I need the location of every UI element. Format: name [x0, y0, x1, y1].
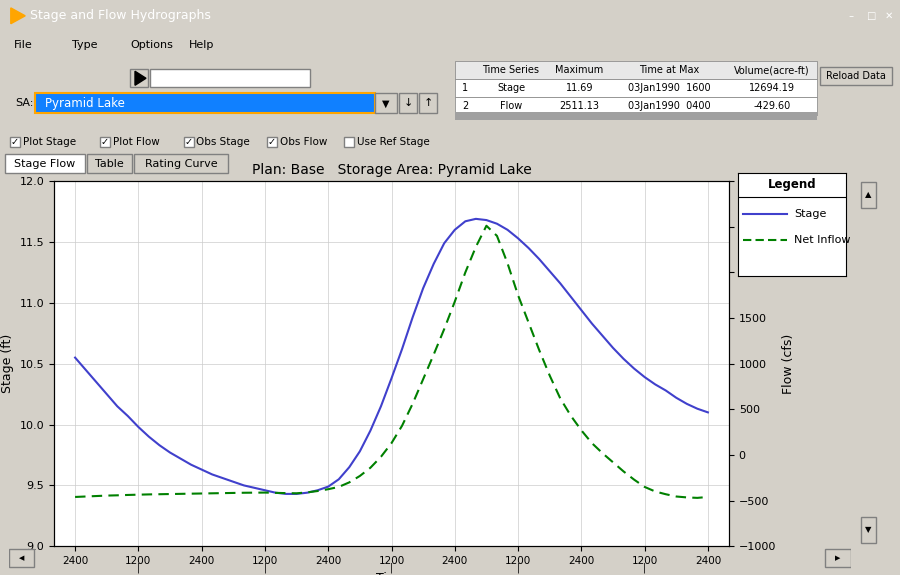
FancyBboxPatch shape — [861, 182, 876, 208]
FancyBboxPatch shape — [455, 112, 817, 120]
Text: □: □ — [864, 11, 879, 21]
Text: Table: Table — [95, 159, 124, 169]
FancyBboxPatch shape — [10, 137, 20, 147]
Text: Volume(acre-ft): Volume(acre-ft) — [734, 65, 810, 75]
Text: File: File — [14, 40, 32, 51]
FancyBboxPatch shape — [100, 137, 110, 147]
FancyBboxPatch shape — [344, 137, 354, 147]
FancyBboxPatch shape — [861, 517, 876, 543]
Text: Legend: Legend — [768, 178, 816, 191]
Title: Plan: Base   Storage Area: Pyramid Lake: Plan: Base Storage Area: Pyramid Lake — [252, 163, 531, 177]
X-axis label: Time: Time — [376, 572, 407, 575]
FancyBboxPatch shape — [375, 93, 397, 113]
Text: 11.69: 11.69 — [566, 83, 593, 93]
Text: ▼: ▼ — [382, 98, 390, 108]
Text: Flow: Flow — [500, 101, 522, 112]
Text: ✕: ✕ — [882, 11, 896, 21]
Text: Rating Curve: Rating Curve — [145, 159, 217, 169]
Text: SA:: SA: — [15, 98, 33, 108]
Text: |: | — [643, 563, 646, 573]
Text: ✓: ✓ — [101, 137, 109, 147]
Text: 2: 2 — [462, 101, 468, 112]
FancyBboxPatch shape — [455, 79, 817, 97]
Text: Net Inflow: Net Inflow — [794, 235, 850, 245]
Text: Stage: Stage — [794, 209, 826, 219]
Text: ▼: ▼ — [865, 525, 872, 534]
Text: |: | — [390, 563, 393, 573]
Text: Plot Stage: Plot Stage — [23, 137, 76, 147]
Text: 2511.13: 2511.13 — [560, 101, 599, 112]
Text: ▶: ▶ — [835, 555, 841, 561]
FancyBboxPatch shape — [9, 549, 34, 567]
Text: Stage and Flow Hydrographs: Stage and Flow Hydrographs — [30, 9, 211, 22]
Text: ▲: ▲ — [865, 190, 872, 200]
Text: |: | — [517, 563, 519, 573]
Y-axis label: Stage (ft): Stage (ft) — [1, 334, 14, 393]
Text: ↑: ↑ — [423, 98, 433, 108]
Text: –: – — [846, 11, 857, 21]
Text: Reload Data: Reload Data — [826, 71, 886, 81]
Text: 1: 1 — [462, 83, 468, 93]
FancyBboxPatch shape — [267, 137, 277, 147]
Text: Use Ref Stage: Use Ref Stage — [357, 137, 430, 147]
Text: Stage Flow: Stage Flow — [14, 159, 76, 169]
FancyBboxPatch shape — [455, 97, 817, 116]
Text: ✓: ✓ — [268, 137, 276, 147]
Text: Stage: Stage — [497, 83, 525, 93]
Polygon shape — [135, 71, 146, 85]
Text: ↓: ↓ — [403, 98, 413, 108]
Text: Plot Flow: Plot Flow — [113, 137, 160, 147]
FancyBboxPatch shape — [150, 69, 310, 87]
Text: |: | — [264, 563, 266, 573]
Text: Obs Stage: Obs Stage — [196, 137, 250, 147]
FancyBboxPatch shape — [134, 155, 228, 173]
Y-axis label: Flow (cfs): Flow (cfs) — [782, 334, 795, 394]
Text: Obs Flow: Obs Flow — [280, 137, 328, 147]
Text: Help: Help — [189, 40, 214, 51]
FancyBboxPatch shape — [130, 69, 148, 87]
Text: ✓: ✓ — [184, 137, 193, 147]
Text: Options: Options — [130, 40, 174, 51]
FancyBboxPatch shape — [419, 93, 437, 113]
Text: |: | — [137, 563, 140, 573]
FancyBboxPatch shape — [184, 137, 194, 147]
FancyBboxPatch shape — [35, 93, 375, 113]
Text: 03Jan1990  0400: 03Jan1990 0400 — [628, 101, 711, 112]
FancyBboxPatch shape — [820, 67, 892, 85]
Text: -429.60: -429.60 — [753, 101, 790, 112]
FancyBboxPatch shape — [825, 549, 850, 567]
Text: ✓: ✓ — [11, 137, 19, 147]
Text: 03Jan1990  1600: 03Jan1990 1600 — [628, 83, 711, 93]
Text: 12694.19: 12694.19 — [749, 83, 795, 93]
Text: Type: Type — [72, 40, 97, 51]
FancyBboxPatch shape — [87, 155, 132, 173]
Text: Pyramid Lake: Pyramid Lake — [45, 97, 125, 110]
Polygon shape — [11, 8, 25, 24]
FancyBboxPatch shape — [399, 93, 417, 113]
Text: Time Series: Time Series — [482, 65, 539, 75]
Text: Maximum: Maximum — [555, 65, 604, 75]
Text: ◀: ◀ — [19, 555, 24, 561]
FancyBboxPatch shape — [455, 61, 817, 79]
FancyBboxPatch shape — [5, 155, 85, 173]
Text: Time at Max: Time at Max — [639, 65, 699, 75]
